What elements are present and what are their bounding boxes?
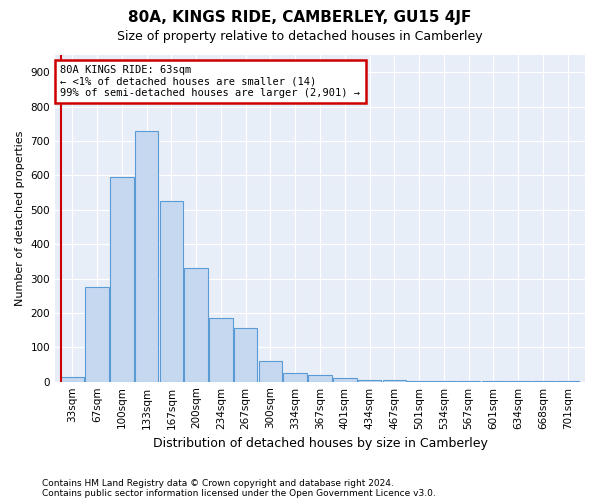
Bar (234, 328, 257, 382)
Bar (61, 377, 84, 382)
Bar (85, 287, 109, 382)
Bar (383, 380, 406, 382)
Bar (308, 375, 332, 382)
Bar (283, 373, 307, 382)
Bar (209, 318, 233, 382)
Bar (184, 268, 208, 382)
Text: Size of property relative to detached houses in Camberley: Size of property relative to detached ho… (117, 30, 483, 43)
Bar (358, 380, 382, 382)
Bar (457, 381, 481, 382)
Bar (333, 378, 356, 382)
Text: Contains HM Land Registry data © Crown copyright and database right 2024.: Contains HM Land Registry data © Crown c… (42, 478, 394, 488)
Bar (407, 380, 431, 382)
Bar (160, 201, 183, 382)
Bar (135, 130, 158, 382)
Text: 80A KINGS RIDE: 63sqm
← <1% of detached houses are smaller (14)
99% of semi-deta: 80A KINGS RIDE: 63sqm ← <1% of detached … (61, 65, 361, 98)
Bar (110, 177, 134, 382)
Bar (432, 381, 455, 382)
Bar (259, 361, 282, 382)
Y-axis label: Number of detached properties: Number of detached properties (15, 130, 25, 306)
Text: 80A, KINGS RIDE, CAMBERLEY, GU15 4JF: 80A, KINGS RIDE, CAMBERLEY, GU15 4JF (128, 10, 472, 25)
X-axis label: Distribution of detached houses by size in Camberley: Distribution of detached houses by size … (152, 437, 487, 450)
Text: Contains public sector information licensed under the Open Government Licence v3: Contains public sector information licen… (42, 488, 436, 498)
